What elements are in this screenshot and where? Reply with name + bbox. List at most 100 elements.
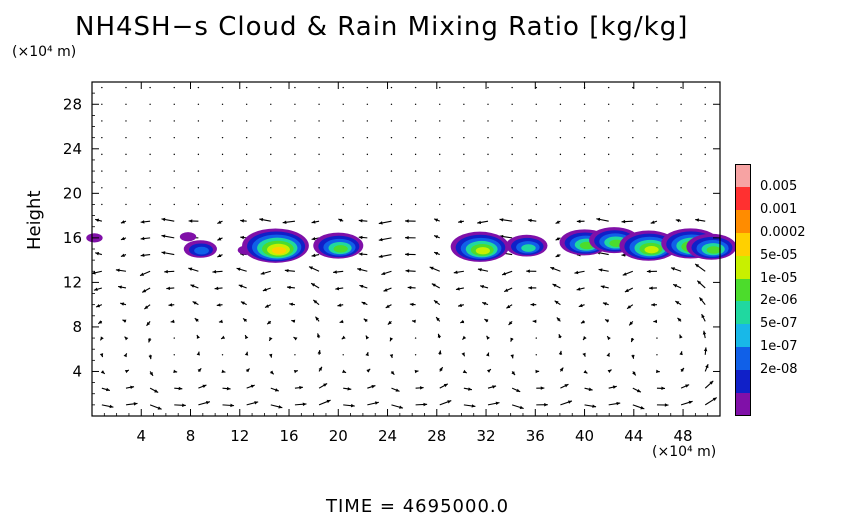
x-tick-label: 24 xyxy=(378,427,397,445)
vector-head xyxy=(381,271,386,276)
vector-head xyxy=(262,287,267,292)
vector-head xyxy=(477,268,482,272)
vector-head xyxy=(267,320,272,325)
vector-dot xyxy=(607,103,610,105)
vector-dot xyxy=(149,86,151,89)
vector-head xyxy=(592,404,597,408)
vector-dot xyxy=(414,203,417,206)
vector-dot xyxy=(125,103,127,105)
vector-dot xyxy=(125,120,127,122)
vector-dot xyxy=(173,203,175,206)
vector-dot xyxy=(342,120,344,122)
vector-dot xyxy=(607,136,610,139)
vector-head xyxy=(405,235,409,240)
vector-head xyxy=(140,272,145,276)
vector-dot xyxy=(632,103,634,105)
x-axis-unit: (×10⁴ m) xyxy=(652,444,717,460)
colorbar-label: 0.005 xyxy=(760,178,798,194)
vector-head xyxy=(278,405,283,409)
vector-dot xyxy=(439,86,441,89)
vector-dot xyxy=(607,120,610,122)
vector-head xyxy=(688,400,693,405)
vector-dot xyxy=(270,103,272,105)
vector-head xyxy=(205,400,210,405)
vector-head xyxy=(311,283,316,287)
vector-head xyxy=(148,338,152,343)
vector-dot xyxy=(390,187,393,189)
vector-head xyxy=(701,314,705,319)
vector-dot xyxy=(245,170,248,172)
colorbar-label: 1e-05 xyxy=(760,270,798,286)
colorbar-swatch xyxy=(735,186,751,211)
vector-dot xyxy=(101,203,103,206)
vector-head xyxy=(412,319,416,324)
vector-head xyxy=(576,287,581,291)
vector-dot xyxy=(632,187,634,189)
vector-head xyxy=(216,303,221,307)
vector-dot xyxy=(680,187,682,189)
vector-head xyxy=(274,388,279,392)
vector-head xyxy=(120,220,125,224)
vector-head xyxy=(612,385,617,389)
vector-dot xyxy=(414,136,417,139)
cloud-contour xyxy=(333,245,348,253)
vector-head xyxy=(250,384,255,389)
vector-head xyxy=(178,386,183,391)
vector-dot xyxy=(101,86,103,89)
vector-dot xyxy=(342,203,344,206)
vector-dot xyxy=(463,103,465,105)
vector-dot xyxy=(221,136,224,139)
vector-dot xyxy=(197,103,200,105)
vector-head xyxy=(506,304,511,309)
x-tick-label: 16 xyxy=(279,427,298,445)
vector-dot xyxy=(149,170,151,172)
vector-dot xyxy=(149,187,151,189)
vector-dot xyxy=(197,86,200,89)
y-tick-label: 20 xyxy=(63,184,82,202)
vector-head xyxy=(458,303,463,307)
vector-dot xyxy=(704,153,706,156)
x-tick-label: 36 xyxy=(526,427,545,445)
vector-head xyxy=(236,267,241,271)
vector-head xyxy=(455,287,460,291)
vector-head xyxy=(558,334,562,339)
vector-dot xyxy=(149,103,151,105)
vector-dot xyxy=(221,354,224,356)
vector-dot xyxy=(439,136,441,139)
vector-head xyxy=(461,352,465,357)
vector-head xyxy=(664,403,669,407)
vector-head xyxy=(197,368,202,373)
vector-head xyxy=(243,318,247,323)
vector-dot xyxy=(390,136,393,139)
vector-head xyxy=(600,285,605,289)
vector-head xyxy=(439,367,443,372)
vector-dot xyxy=(245,86,248,89)
x-tick-label: 12 xyxy=(230,427,249,445)
colorbar-swatch xyxy=(735,347,751,371)
vector-dot xyxy=(366,187,369,189)
vector-head xyxy=(405,252,409,257)
vector-dot xyxy=(583,103,586,105)
vector-dot xyxy=(197,153,200,156)
vector-head xyxy=(532,319,537,324)
vector-head xyxy=(703,347,708,352)
vector-head xyxy=(291,319,296,324)
vector-dot xyxy=(390,120,393,122)
vector-dot xyxy=(607,170,610,172)
vector-dot xyxy=(125,86,127,89)
vector-dot xyxy=(487,120,489,122)
vector-dot xyxy=(487,170,489,172)
vector-head xyxy=(443,383,448,388)
vector-dot xyxy=(632,170,634,172)
vector-dot xyxy=(414,120,417,122)
vector-dot xyxy=(221,203,224,206)
vector-head xyxy=(434,252,439,256)
vector-dot xyxy=(632,203,634,206)
vector-head xyxy=(519,405,524,410)
vector-dot xyxy=(173,136,175,139)
vector-head xyxy=(240,235,245,240)
vector-head xyxy=(390,370,395,375)
vector-dot xyxy=(125,153,127,156)
vector-head xyxy=(240,219,245,223)
vector-head xyxy=(650,220,655,224)
